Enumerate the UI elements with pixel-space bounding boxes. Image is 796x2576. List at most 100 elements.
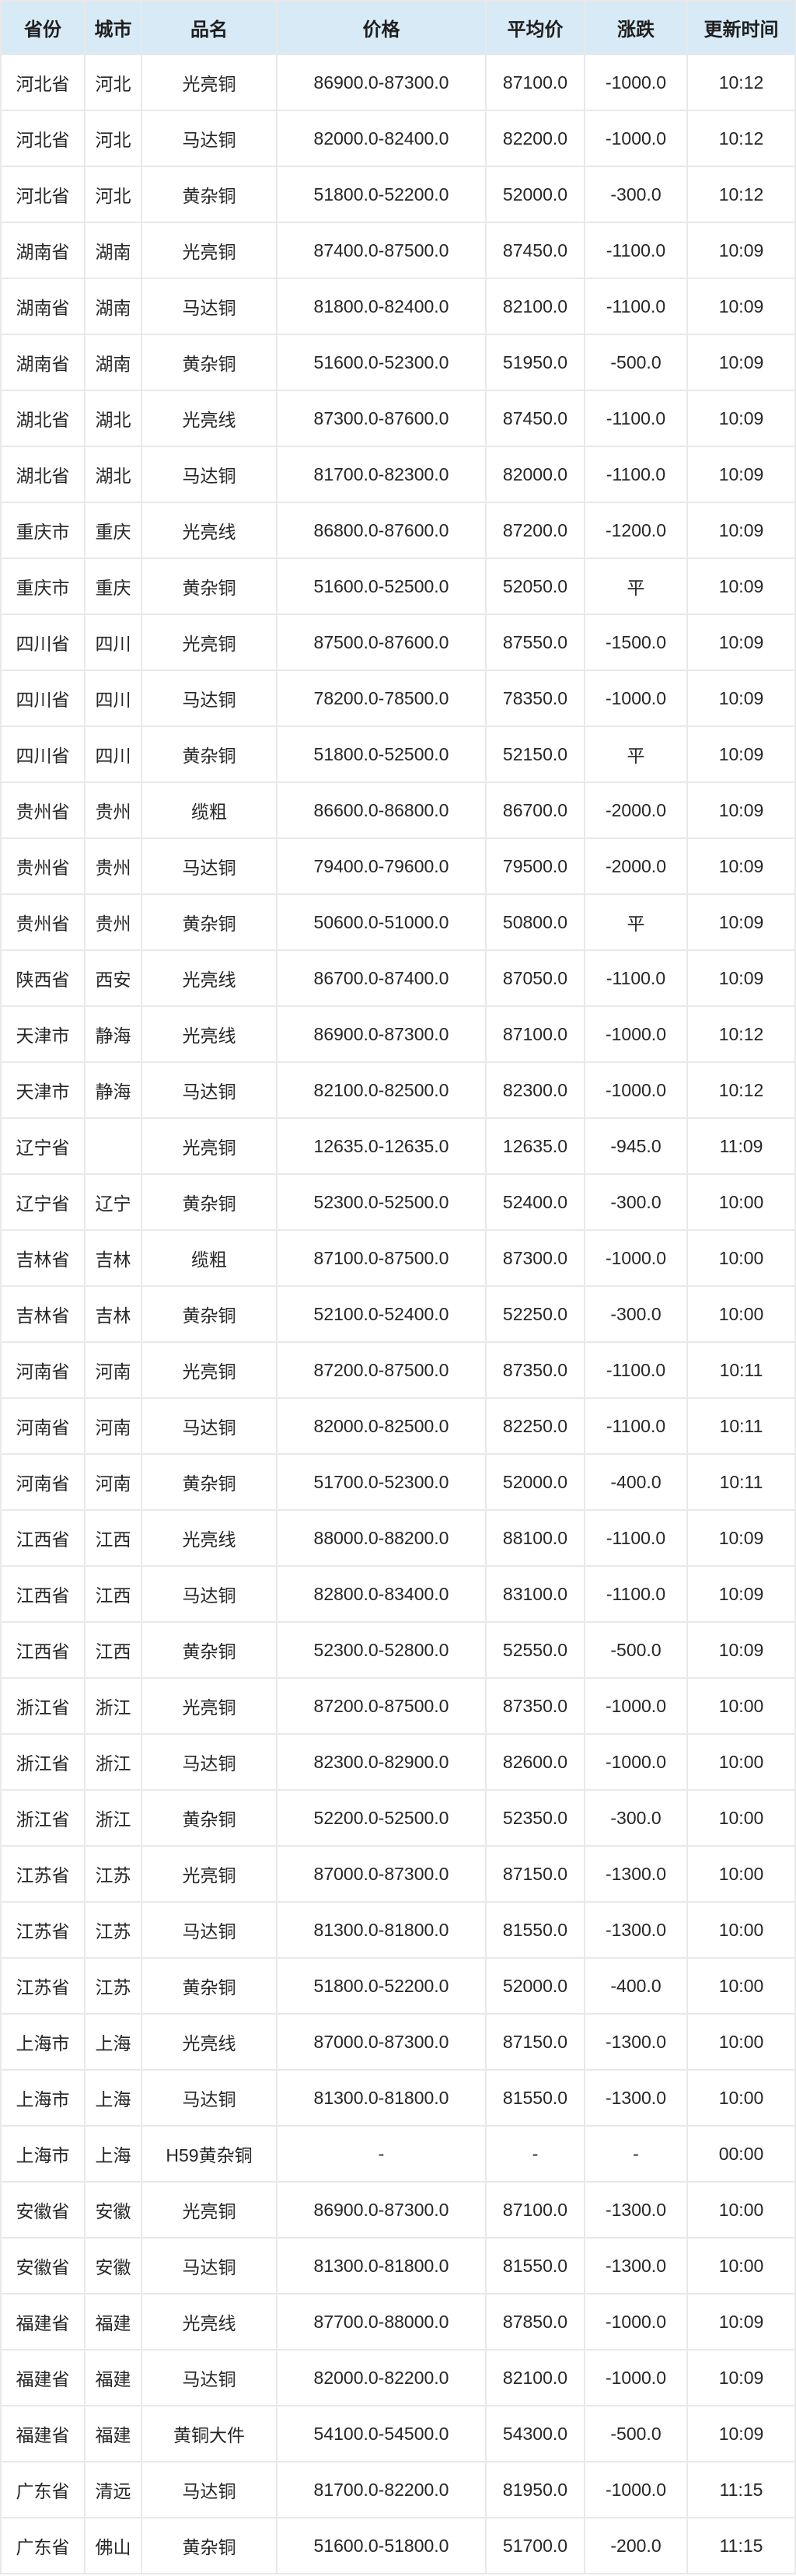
- cell-product: 黄杂铜: [142, 1287, 276, 1341]
- cell-city: 江苏: [86, 1903, 141, 1957]
- table-row: 福建省 福建 黄铜大件 54100.0-54500.0 54300.0 -500…: [2, 2406, 794, 2461]
- cell-update-time: 10:09: [688, 335, 794, 390]
- cell-change: -400.0: [585, 1959, 686, 2013]
- cell-price: 87200.0-87500.0: [278, 1343, 485, 1397]
- cell-change: -2000.0: [585, 839, 686, 893]
- cell-price: 51800.0-52500.0: [278, 727, 485, 781]
- cell-change: -200.0: [585, 2518, 686, 2573]
- cell-price: 86900.0-87300.0: [278, 1007, 485, 1061]
- cell-product: 光亮铜: [142, 223, 276, 278]
- cell-city: 辽宁: [86, 1175, 141, 1229]
- cell-price: 81300.0-81800.0: [278, 2239, 485, 2293]
- cell-avg-price: 82600.0: [487, 1735, 584, 1789]
- cell-product: 光亮线: [142, 1511, 276, 1565]
- cell-avg-price: 82100.0: [487, 279, 584, 334]
- cell-update-time: 10:00: [688, 1679, 794, 1733]
- cell-update-time: 10:09: [688, 951, 794, 1005]
- cell-city: 静海: [86, 1063, 141, 1117]
- cell-city: 贵州: [86, 783, 141, 837]
- cell-price: 51800.0-52200.0: [278, 167, 485, 222]
- cell-city: 西安: [86, 951, 141, 1005]
- cell-update-time: 10:11: [688, 1455, 794, 1509]
- cell-province: 辽宁省: [2, 1175, 84, 1229]
- cell-change: -1300.0: [585, 2015, 686, 2069]
- column-header-change: 涨跌: [585, 2, 686, 54]
- cell-avg-price: 87450.0: [487, 223, 584, 278]
- cell-change: -1000.0: [585, 1735, 686, 1789]
- cell-product: 马达铜: [142, 279, 276, 334]
- cell-avg-price: 87350.0: [487, 1343, 584, 1397]
- column-header-city: 城市: [86, 2, 141, 54]
- cell-province: 福建省: [2, 2406, 84, 2461]
- table-row: 天津市 静海 马达铜 82100.0-82500.0 82300.0 -1000…: [2, 1063, 794, 1117]
- cell-change: 平: [585, 895, 686, 949]
- cell-avg-price: 51700.0: [487, 2518, 584, 2573]
- cell-price: 78200.0-78500.0: [278, 671, 485, 725]
- cell-avg-price: 86700.0: [487, 783, 584, 837]
- table-body: 河北省 河北 光亮铜 86900.0-87300.0 87100.0 -1000…: [2, 55, 794, 2573]
- cell-price: 79400.0-79600.0: [278, 839, 485, 893]
- table-row: 河北省 河北 黄杂铜 51800.0-52200.0 52000.0 -300.…: [2, 167, 794, 222]
- table-row: 湖南省 湖南 黄杂铜 51600.0-52300.0 51950.0 -500.…: [2, 335, 794, 390]
- column-header-update-time: 更新时间: [688, 2, 794, 54]
- cell-product: 黄杂铜: [142, 335, 276, 390]
- cell-price: 81700.0-82200.0: [278, 2462, 485, 2517]
- cell-product: 黄杂铜: [142, 1791, 276, 1845]
- cell-province: 河南省: [2, 1399, 84, 1453]
- cell-avg-price: 81950.0: [487, 2462, 584, 2517]
- cell-province: 江苏省: [2, 1959, 84, 2013]
- cell-update-time: 10:09: [688, 727, 794, 781]
- cell-province: 安徽省: [2, 2183, 84, 2237]
- cell-product: 马达铜: [142, 839, 276, 893]
- cell-update-time: 11:09: [688, 1119, 794, 1173]
- table-row: 湖北省 湖北 马达铜 81700.0-82300.0 82000.0 -1100…: [2, 447, 794, 502]
- table-row: 江西省 江西 光亮线 88000.0-88200.0 88100.0 -1100…: [2, 1511, 794, 1565]
- column-header-avg-price: 平均价: [487, 2, 584, 54]
- table-row: 吉林省 吉林 缆粗 87100.0-87500.0 87300.0 -1000.…: [2, 1231, 794, 1285]
- cell-city: 重庆: [86, 503, 141, 557]
- cell-update-time: 10:00: [688, 1791, 794, 1845]
- cell-avg-price: 81550.0: [487, 2239, 584, 2293]
- cell-change: -1000.0: [585, 2351, 686, 2405]
- table-row: 河北省 河北 光亮铜 86900.0-87300.0 87100.0 -1000…: [2, 55, 794, 110]
- cell-product: 光亮线: [142, 391, 276, 446]
- cell-city: 清远: [86, 2462, 141, 2517]
- cell-province: 安徽省: [2, 2239, 84, 2293]
- cell-change: -1300.0: [585, 2239, 686, 2293]
- cell-province: 湖北省: [2, 447, 84, 502]
- cell-update-time: 10:09: [688, 895, 794, 949]
- cell-update-time: 10:09: [688, 615, 794, 669]
- cell-price: 86900.0-87300.0: [278, 2183, 485, 2237]
- cell-province: 上海市: [2, 2127, 84, 2181]
- cell-change: -945.0: [585, 1119, 686, 1173]
- table-row: 广东省 佛山 黄杂铜 51600.0-51800.0 51700.0 -200.…: [2, 2518, 794, 2573]
- cell-city: 江西: [86, 1511, 141, 1565]
- cell-province: 湖南省: [2, 279, 84, 334]
- cell-change: -300.0: [585, 1791, 686, 1845]
- cell-province: 广东省: [2, 2518, 84, 2573]
- table-row: 河北省 河北 马达铜 82000.0-82400.0 82200.0 -1000…: [2, 111, 794, 166]
- cell-change: -1300.0: [585, 2183, 686, 2237]
- cell-avg-price: 79500.0: [487, 839, 584, 893]
- cell-city: 重庆: [86, 559, 141, 613]
- cell-product: 马达铜: [142, 2351, 276, 2405]
- cell-change: -1000.0: [585, 55, 686, 110]
- cell-province: 江西省: [2, 1511, 84, 1565]
- cell-change: -1100.0: [585, 1343, 686, 1397]
- cell-update-time: 10:09: [688, 1567, 794, 1621]
- cell-province: 河北省: [2, 167, 84, 222]
- cell-avg-price: 52550.0: [487, 1623, 584, 1677]
- table-row: 河南省 河南 光亮铜 87200.0-87500.0 87350.0 -1100…: [2, 1343, 794, 1397]
- cell-update-time: 11:15: [688, 2462, 794, 2517]
- cell-province: 福建省: [2, 2295, 84, 2349]
- cell-product: 光亮铜: [142, 1343, 276, 1397]
- cell-avg-price: 88100.0: [487, 1511, 584, 1565]
- cell-product: 光亮线: [142, 2015, 276, 2069]
- column-header-product: 品名: [142, 2, 276, 54]
- cell-price: 51800.0-52200.0: [278, 1959, 485, 2013]
- cell-price: 81800.0-82400.0: [278, 279, 485, 334]
- cell-province: 贵州省: [2, 895, 84, 949]
- cell-update-time: 10:00: [688, 1735, 794, 1789]
- cell-avg-price: 82250.0: [487, 1399, 584, 1453]
- cell-update-time: 10:12: [688, 1007, 794, 1061]
